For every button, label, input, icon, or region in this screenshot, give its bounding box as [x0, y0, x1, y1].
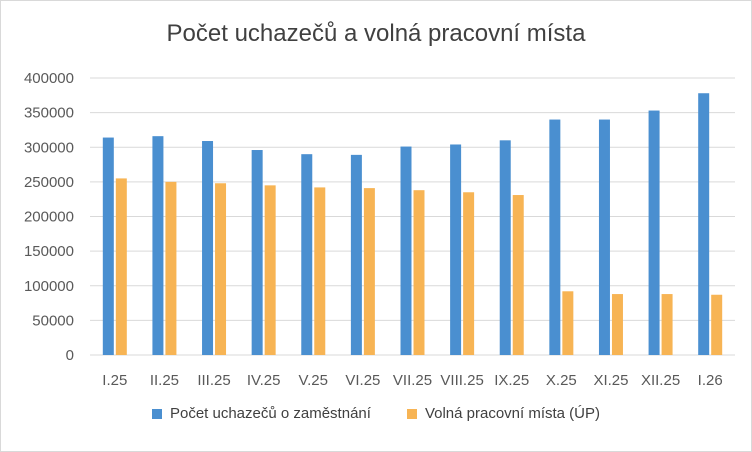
x-tick-label: XI.25 — [593, 372, 628, 389]
bar-volna-mista — [314, 187, 326, 355]
legend-label-volna-mista: Volná pracovní místa (ÚP) — [424, 405, 601, 422]
x-tick-label: I.25 — [102, 372, 127, 389]
bar-uchazeci — [301, 154, 313, 355]
y-tick-label: 400000 — [24, 70, 74, 87]
bar-volna-mista — [115, 178, 127, 355]
bar-volna-mista — [661, 294, 673, 355]
x-tick-label: IV.25 — [247, 372, 281, 389]
x-tick-label: V.25 — [299, 372, 328, 389]
legend-label-uchazeci: Počet uchazečů o zaměstnání — [169, 405, 371, 422]
x-tick-label: III.25 — [197, 372, 230, 389]
legend: Počet uchazečů o zaměstnání Volná pracov… — [0, 405, 752, 422]
legend-swatch-uchazeci — [151, 408, 162, 419]
bar-volna-mista — [463, 192, 475, 355]
bar-uchazeci — [202, 141, 214, 355]
bar-volna-mista — [264, 185, 276, 355]
y-tick-label: 250000 — [24, 174, 74, 191]
bar-uchazeci — [698, 93, 710, 356]
x-tick-label: VII.25 — [393, 372, 432, 389]
bar-uchazeci — [152, 136, 164, 355]
x-tick-label: XII.25 — [641, 372, 680, 389]
bar-volna-mista — [711, 294, 723, 355]
y-tick-label: 350000 — [24, 105, 74, 122]
bar-volna-mista — [512, 195, 524, 355]
x-tick-label: X.25 — [546, 372, 577, 389]
bar-uchazeci — [251, 150, 263, 355]
y-tick-label: 200000 — [24, 209, 74, 226]
bar-volna-mista — [611, 294, 623, 355]
bar-uchazeci — [499, 140, 511, 355]
bar-uchazeci — [400, 146, 412, 355]
legend-item-uchazeci: Počet uchazečů o zaměstnání — [151, 405, 371, 422]
bar-uchazeci — [549, 119, 561, 355]
chart-title: Počet uchazečů a volná pracovní místa — [166, 20, 586, 47]
bar-uchazeci — [450, 144, 462, 355]
bar-volna-mista — [165, 181, 177, 355]
x-tick-label: VIII.25 — [440, 372, 483, 389]
bar-uchazeci — [598, 119, 610, 355]
bar-uchazeci — [648, 110, 660, 355]
bar-uchazeci — [350, 154, 362, 355]
y-tick-label: 50000 — [32, 312, 74, 329]
y-tick-label: 0 — [66, 347, 74, 364]
legend-item-volna-mista: Volná pracovní místa (ÚP) — [406, 405, 601, 422]
x-tick-label: I.26 — [698, 372, 723, 389]
bar-volna-mista — [363, 188, 375, 355]
y-tick-label: 100000 — [24, 278, 74, 295]
y-tick-label: 300000 — [24, 139, 74, 156]
y-tick-label: 150000 — [24, 243, 74, 260]
x-tick-label: IX.25 — [494, 372, 529, 389]
bar-uchazeci — [102, 137, 114, 355]
bar-volna-mista — [562, 291, 574, 355]
bar-volna-mista — [413, 190, 425, 355]
x-tick-label: VI.25 — [345, 372, 380, 389]
bar-volna-mista — [215, 183, 227, 355]
x-tick-label: II.25 — [150, 372, 179, 389]
legend-swatch-volna-mista — [406, 408, 417, 419]
